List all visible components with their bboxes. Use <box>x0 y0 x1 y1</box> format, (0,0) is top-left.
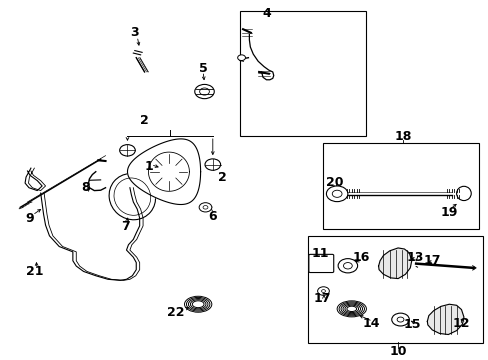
Text: 21: 21 <box>26 265 43 278</box>
Text: 14: 14 <box>362 316 379 330</box>
Circle shape <box>237 55 245 60</box>
Text: 12: 12 <box>452 316 469 330</box>
Bar <box>307 236 483 343</box>
Circle shape <box>203 206 207 209</box>
Circle shape <box>317 287 329 295</box>
Text: 4: 4 <box>262 7 270 20</box>
Text: 22: 22 <box>167 306 184 319</box>
Text: 20: 20 <box>325 176 343 189</box>
Text: 6: 6 <box>208 210 217 223</box>
Polygon shape <box>427 304 463 334</box>
Circle shape <box>199 203 211 212</box>
Circle shape <box>321 290 325 292</box>
Bar <box>239 12 366 136</box>
Circle shape <box>396 317 403 322</box>
Text: 18: 18 <box>393 130 411 143</box>
Bar <box>322 143 478 229</box>
Circle shape <box>194 84 214 99</box>
Polygon shape <box>127 139 200 204</box>
Circle shape <box>326 186 347 202</box>
Text: 2: 2 <box>218 171 226 184</box>
Circle shape <box>331 190 341 197</box>
FancyBboxPatch shape <box>308 255 333 273</box>
Ellipse shape <box>109 174 155 220</box>
Polygon shape <box>378 248 411 279</box>
Text: 7: 7 <box>121 220 129 233</box>
Text: 1: 1 <box>145 160 154 173</box>
Text: 8: 8 <box>81 181 90 194</box>
Text: 19: 19 <box>440 206 457 219</box>
Ellipse shape <box>456 186 470 201</box>
Text: 16: 16 <box>352 251 369 264</box>
Circle shape <box>204 159 220 170</box>
Text: 17: 17 <box>423 254 440 267</box>
Text: 15: 15 <box>403 318 421 332</box>
Text: 11: 11 <box>311 247 328 260</box>
Text: 9: 9 <box>25 212 34 225</box>
Circle shape <box>120 145 135 156</box>
Text: 5: 5 <box>198 62 207 75</box>
Text: 3: 3 <box>130 26 139 39</box>
Circle shape <box>343 262 351 269</box>
Text: 2: 2 <box>140 113 149 127</box>
Circle shape <box>391 313 408 326</box>
Text: 13: 13 <box>406 251 423 264</box>
Text: 10: 10 <box>388 345 406 358</box>
Text: 17: 17 <box>313 292 330 305</box>
Circle shape <box>199 88 209 95</box>
Circle shape <box>337 258 357 273</box>
